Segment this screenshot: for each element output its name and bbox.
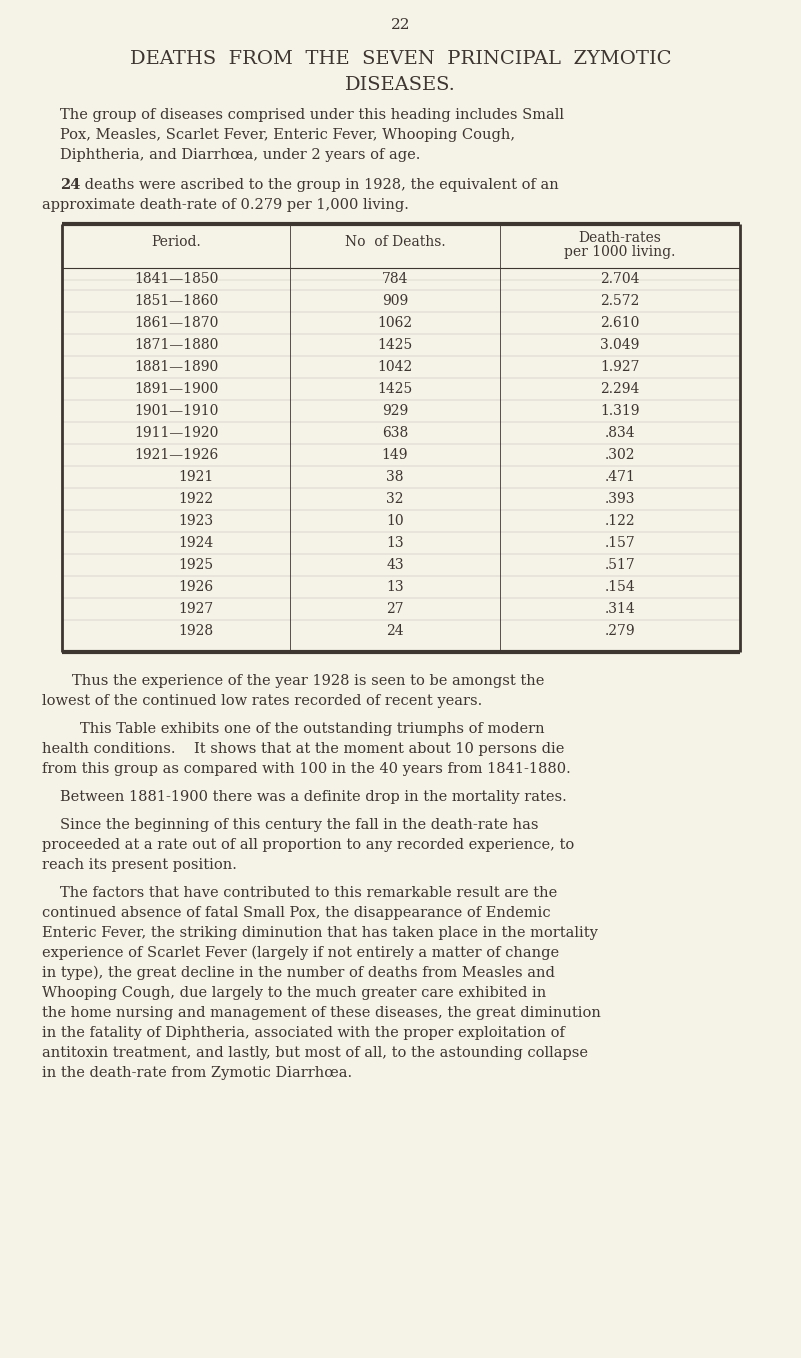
Text: 1928: 1928 [179,623,214,638]
Text: 909: 909 [382,293,409,308]
Text: 1911—1920: 1911—1920 [134,426,218,440]
Text: 1881—1890: 1881—1890 [134,360,218,373]
Text: 149: 149 [382,448,409,462]
Text: Whooping Cough, due largely to the much greater care exhibited in: Whooping Cough, due largely to the much … [42,986,546,999]
Text: proceeded at a rate out of all proportion to any recorded experience, to: proceeded at a rate out of all proportio… [42,838,574,851]
Text: 27: 27 [386,602,404,617]
Text: approximate death-rate of 0.279 per 1,000 living.: approximate death-rate of 0.279 per 1,00… [42,198,409,212]
Text: 1924: 1924 [179,536,214,550]
Text: in the fatality of Diphtheria, associated with the proper exploitation of: in the fatality of Diphtheria, associate… [42,1027,565,1040]
Text: 1042: 1042 [377,360,413,373]
Text: in the death-rate from Zymotic Diarrhœa.: in the death-rate from Zymotic Diarrhœa. [42,1066,352,1080]
Text: 1921: 1921 [179,470,214,483]
Text: .517: .517 [605,558,635,572]
Text: .279: .279 [605,623,635,638]
Text: No  of Deaths.: No of Deaths. [344,235,445,249]
Text: lowest of the continued low rates recorded of recent years.: lowest of the continued low rates record… [42,694,482,708]
Text: 2.704: 2.704 [600,272,640,287]
Text: Between 1881-1900 there was a definite drop in the mortality rates.: Between 1881-1900 there was a definite d… [60,790,567,804]
Text: Pox, Measles, Scarlet Fever, Enteric Fever, Whooping Cough,: Pox, Measles, Scarlet Fever, Enteric Fev… [60,128,515,143]
Text: continued absence of fatal Small Pox, the disappearance of Endemic: continued absence of fatal Small Pox, th… [42,906,550,919]
Text: 784: 784 [382,272,409,287]
Text: .314: .314 [605,602,635,617]
Text: .302: .302 [605,448,635,462]
Text: 22: 22 [391,18,410,33]
Text: 1425: 1425 [377,382,413,397]
Text: 1841—1850: 1841—1850 [134,272,218,287]
Text: .157: .157 [605,536,635,550]
Text: 2.610: 2.610 [600,316,640,330]
Text: 1.319: 1.319 [600,403,640,418]
Text: .154: .154 [605,580,635,593]
Text: 1901—1910: 1901—1910 [134,403,218,418]
Text: .393: .393 [605,492,635,507]
Text: 638: 638 [382,426,409,440]
Text: Since the beginning of this century the fall in the death-rate has: Since the beginning of this century the … [60,818,538,832]
Text: .471: .471 [605,470,635,483]
Text: .122: .122 [605,513,635,528]
Text: reach its present position.: reach its present position. [42,858,237,872]
Text: the home nursing and management of these diseases, the great diminution: the home nursing and management of these… [42,1006,601,1020]
Text: 43: 43 [386,558,404,572]
Text: Death-rates: Death-rates [578,231,662,244]
Text: 1871—1880: 1871—1880 [134,338,218,352]
Text: Enteric Fever, the striking diminution that has taken place in the mortality: Enteric Fever, the striking diminution t… [42,926,598,940]
Text: Diphtheria, and Diarrhœa, under 2 years of age.: Diphtheria, and Diarrhœa, under 2 years … [60,148,421,162]
Text: This Table exhibits one of the outstanding triumphs of modern: This Table exhibits one of the outstandi… [80,722,545,736]
Text: 24: 24 [60,178,80,191]
Text: The factors that have contributed to this remarkable result are the: The factors that have contributed to thi… [60,885,557,900]
Text: Thus the experience of the year 1928 is seen to be amongst the: Thus the experience of the year 1928 is … [72,674,545,689]
Text: 2.572: 2.572 [600,293,640,308]
Text: in type), the great decline in the number of deaths from Measles and: in type), the great decline in the numbe… [42,966,555,980]
Text: 38: 38 [386,470,404,483]
Text: Period.: Period. [151,235,201,249]
Text: 929: 929 [382,403,409,418]
Text: 1925: 1925 [179,558,214,572]
Text: from this group as compared with 100 in the 40 years from 1841-1880.: from this group as compared with 100 in … [42,762,571,775]
Text: DISEASES.: DISEASES. [345,76,456,94]
Text: 1927: 1927 [179,602,214,617]
Text: 32: 32 [386,492,404,507]
Text: 1922: 1922 [179,492,214,507]
Text: .834: .834 [605,426,635,440]
Text: health conditions.    It shows that at the moment about 10 persons die: health conditions. It shows that at the … [42,741,565,756]
Text: 2.294: 2.294 [600,382,640,397]
Text: 1891—1900: 1891—1900 [134,382,218,397]
Text: 1062: 1062 [377,316,413,330]
Text: antitoxin treatment, and lastly, but most of all, to the astounding collapse: antitoxin treatment, and lastly, but mos… [42,1046,588,1061]
Text: 1851—1860: 1851—1860 [134,293,218,308]
Text: experience of Scarlet Fever (largely if not entirely a matter of change: experience of Scarlet Fever (largely if … [42,947,559,960]
Text: 24: 24 [386,623,404,638]
Text: 1921—1926: 1921—1926 [134,448,218,462]
Text: 1923: 1923 [179,513,214,528]
Text: 1861—1870: 1861—1870 [134,316,218,330]
Text: 3.049: 3.049 [600,338,640,352]
Text: per 1000 living.: per 1000 living. [565,244,676,259]
Text: 10: 10 [386,513,404,528]
Text: The group of diseases comprised under this heading includes Small: The group of diseases comprised under th… [60,109,564,122]
Text: DEATHS  FROM  THE  SEVEN  PRINCIPAL  ZYMOTIC: DEATHS FROM THE SEVEN PRINCIPAL ZYMOTIC [130,50,671,68]
Text: deaths were ascribed to the group in 1928, the equivalent of an: deaths were ascribed to the group in 192… [80,178,559,191]
Text: 1926: 1926 [179,580,214,593]
Text: 1.927: 1.927 [600,360,640,373]
Text: 13: 13 [386,580,404,593]
Text: 13: 13 [386,536,404,550]
Text: 1425: 1425 [377,338,413,352]
